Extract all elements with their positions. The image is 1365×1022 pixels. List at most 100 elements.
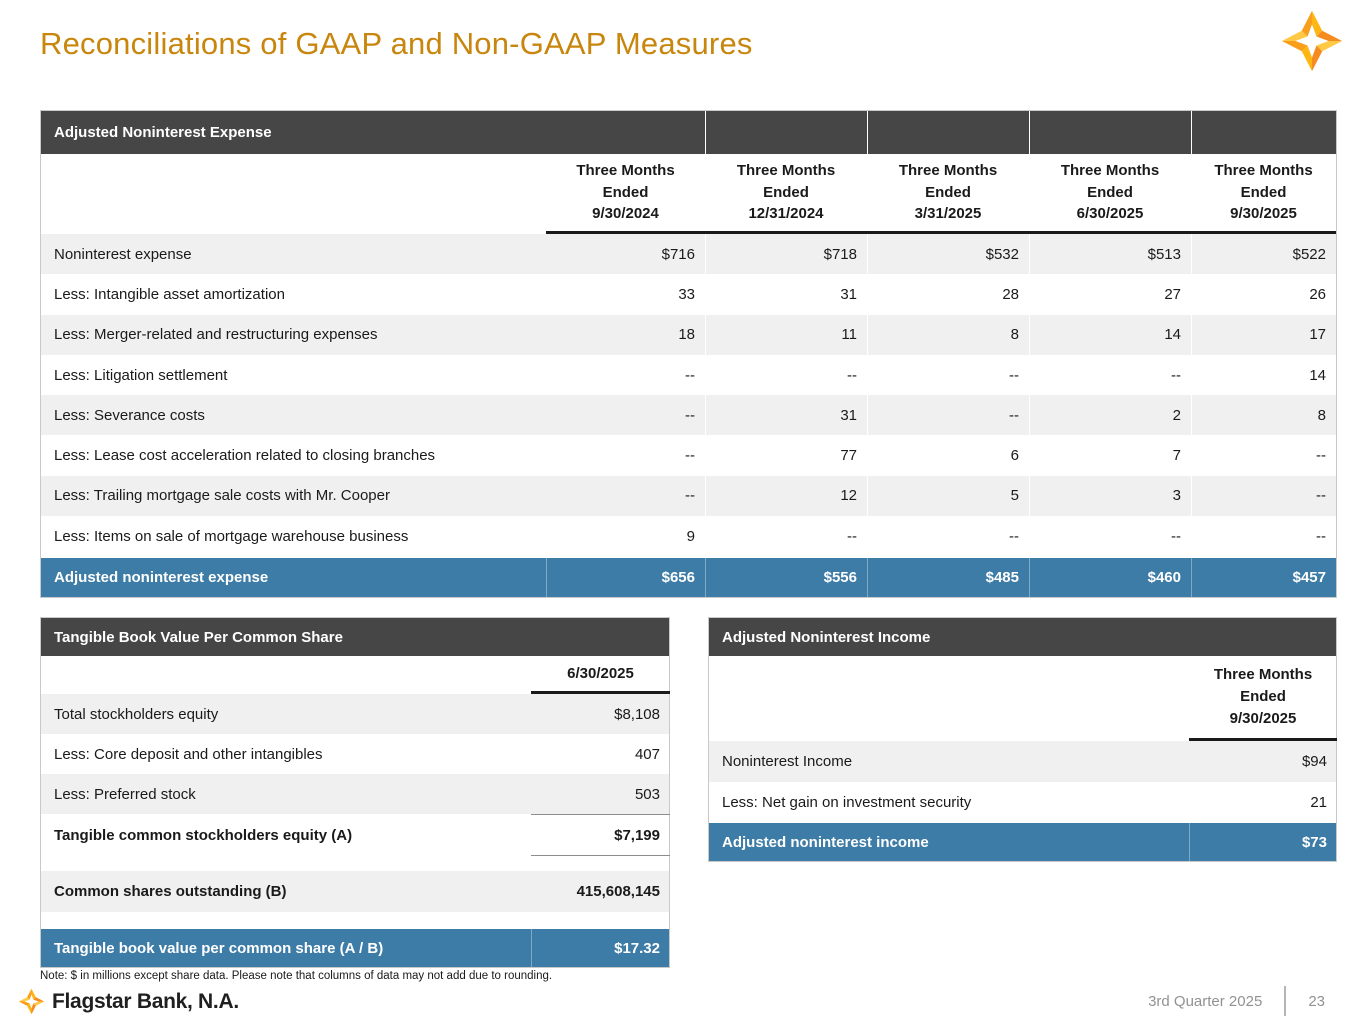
page-title: Reconciliations of GAAP and Non-GAAP Mea… [40,26,753,61]
tbv-total-row: Tangible book value per common share (A … [41,929,669,967]
row-value: 7 [1029,435,1191,476]
table-row: Noninterest expense $716 $718 $532 $513 … [41,234,1336,275]
row-value: $8,108 [614,705,660,723]
tangible-book-value-table: Tangible Book Value Per Common Share 6/3… [40,617,670,968]
total-value: $460 [1029,558,1191,598]
income-table-title: Adjusted Noninterest Income [722,628,931,646]
row-value: 8 [867,314,1029,355]
table-row: Less: Preferred stock 503 [41,774,669,814]
row-value: -- [1191,435,1336,476]
row-label: Total stockholders equity [54,705,219,723]
footer-brand: Flagstar Bank, N.A. [18,988,239,1015]
total-value: $485 [867,558,1029,598]
row-label: Less: Intangible asset amortization [54,285,285,303]
income-colhead-empty [709,656,1189,741]
row-value: 28 [867,274,1029,315]
row-label: Less: Preferred stock [54,785,196,803]
adjusted-noninterest-income-table: Adjusted Noninterest Income Three Months… [708,617,1337,862]
row-spacer [41,912,669,929]
table-row: Less: Severance costs -- 31 -- 2 8 [41,395,1336,436]
row-value: 18 [678,326,695,344]
expense-colhead: Three Months Ended 6/30/2025 [1029,154,1191,234]
total-label: Adjusted noninterest expense [54,569,269,587]
row-value: $94 [1301,753,1327,770]
row-value: 5 [867,475,1029,517]
table-row: Less: Intangible asset amortization 33 3… [41,274,1336,315]
footer-star-icon [18,988,45,1015]
table-row: Less: Lease cost acceleration related to… [41,435,1336,476]
total-value: $17.32 [531,929,670,967]
total-value: $556 [705,558,867,598]
row-label: Less: Net gain on investment security [722,794,972,811]
row-value: 8 [1191,395,1336,436]
row-value: -- [1029,354,1191,396]
row-value: 33 [678,285,695,303]
brand-star-icon [1281,10,1343,72]
table-row: Less: Trailing mortgage sale costs with … [41,475,1336,517]
row-label: Less: Merger-related and restructuring e… [54,326,378,344]
row-value: $718 [705,234,867,275]
row-value: -- [867,395,1029,436]
row-value: -- [685,366,695,384]
row-value: -- [685,447,695,465]
row-value: 503 [634,785,660,803]
row-value: -- [1191,516,1336,557]
row-value: 21 [1310,794,1327,811]
table-row: Less: Items on sale of mortgage warehous… [41,516,1336,557]
expense-header-spacer-cell [1191,111,1336,154]
table-row: Noninterest Income $94 [709,741,1336,782]
row-value: 17 [1191,314,1336,355]
row-value: 11 [705,314,867,355]
table-row: Common shares outstanding (B) 415,608,14… [41,871,669,912]
expense-table-title: Adjusted Noninterest Expense [54,124,272,141]
expense-table-header-bar: Adjusted Noninterest Expense [41,111,1336,154]
row-label: Noninterest Income [722,753,853,770]
tbv-table-title: Tangible Book Value Per Common Share [54,628,343,646]
row-value: -- [685,487,695,505]
row-value: $513 [1029,234,1191,275]
income-table-header-bar: Adjusted Noninterest Income [709,618,1336,656]
row-label: Common shares outstanding (B) [54,883,287,900]
row-value: -- [685,406,695,424]
income-colhead: Three Months Ended 9/30/2025 [1189,656,1337,741]
row-value: $716 [661,245,695,263]
tbv-column-headers: 6/30/2025 [41,656,670,694]
row-label: Less: Core deposit and other intangibles [54,745,323,763]
tbv-table-header-bar: Tangible Book Value Per Common Share [41,618,669,656]
row-label: Less: Severance costs [54,406,205,424]
row-value: 31 [705,395,867,436]
row-value: 3 [1029,475,1191,517]
expense-total-row: Adjusted noninterest expense $656 $556 $… [41,556,1336,598]
income-total-row: Adjusted noninterest income $73 [709,823,1336,861]
total-label: Tangible book value per common share (A … [54,939,384,957]
footer-meta: 3rd Quarter 2025 23 [1148,986,1325,1016]
expense-colhead: Three Months Ended 12/31/2024 [705,154,867,234]
row-label: Less: Items on sale of mortgage warehous… [54,527,409,545]
income-column-headers: Three Months Ended 9/30/2025 [709,656,1337,741]
expense-column-headers: Three Months Ended 9/30/2024 Three Month… [41,154,1336,234]
table-row: Total stockholders equity $8,108 [41,694,669,734]
row-value: -- [867,354,1029,396]
total-value: $73 [1189,823,1337,861]
row-label: Less: Litigation settlement [54,366,228,384]
table-row: Tangible common stockholders equity (A) … [41,814,670,856]
row-label: Less: Trailing mortgage sale costs with … [54,487,390,505]
expense-colhead: Three Months Ended 9/30/2025 [1191,154,1336,234]
footer-period: 3rd Quarter 2025 [1148,992,1263,1010]
row-value: 77 [705,435,867,476]
row-value: 9 [686,527,695,545]
footnote: Note: $ in millions except share data. P… [40,970,553,982]
row-value: 2 [1029,395,1191,436]
row-value: 415,608,145 [576,883,660,900]
row-value: 12 [705,475,867,517]
row-value: $532 [867,234,1029,275]
expense-colhead-empty [41,154,546,234]
adjusted-noninterest-expense-table: Adjusted Noninterest Expense Three Month… [40,110,1337,599]
expense-header-spacer-cell [867,111,1029,154]
expense-colhead: Three Months Ended 3/31/2025 [867,154,1029,234]
row-label: Tangible common stockholders equity (A) [54,826,353,844]
expense-header-spacer-cell [1029,111,1191,154]
tbv-colhead-empty [41,656,531,694]
expense-colhead: Three Months Ended 9/30/2024 [546,154,705,234]
